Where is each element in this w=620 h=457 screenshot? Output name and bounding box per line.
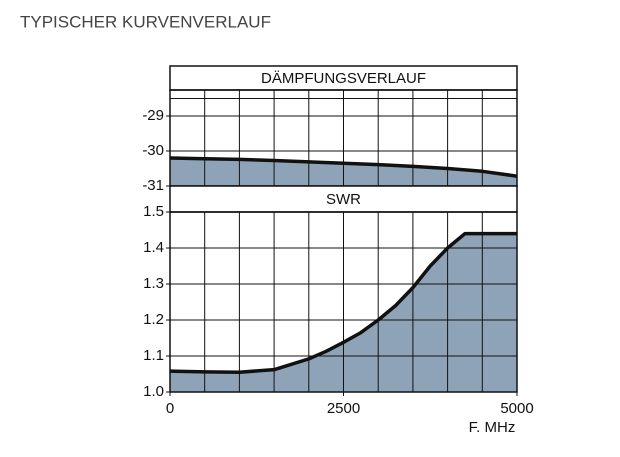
y-tick-label: 1.2 — [143, 311, 164, 328]
panel-header — [169, 185, 518, 213]
x-tick-label: 5000 — [500, 400, 533, 417]
y-tick-label: 1.1 — [143, 347, 164, 364]
y-tick-label: -30 — [142, 142, 164, 159]
area-fill — [170, 233, 517, 392]
page-title: TYPISCHER KURVENVERLAUF — [20, 12, 271, 31]
panel-title: DÄMPFUNGSVERLAUF — [261, 70, 426, 87]
y-tick-label: 1.4 — [143, 239, 164, 256]
line — [169, 156, 518, 178]
panel-header — [169, 65, 518, 91]
line — [169, 231, 517, 374]
y-tick-label: -29 — [142, 107, 164, 124]
panel-title: SWR — [326, 191, 361, 208]
x-axis-label: F. MHz — [469, 419, 516, 436]
x-tick-label: 2500 — [327, 400, 360, 417]
y-tick-label: 1.0 — [143, 383, 164, 400]
y-tick-label: 1.3 — [143, 275, 164, 292]
x-tick-label: 0 — [166, 400, 174, 417]
y-tick-label: 1.5 — [143, 203, 164, 220]
y-tick-label: -31 — [142, 177, 164, 194]
